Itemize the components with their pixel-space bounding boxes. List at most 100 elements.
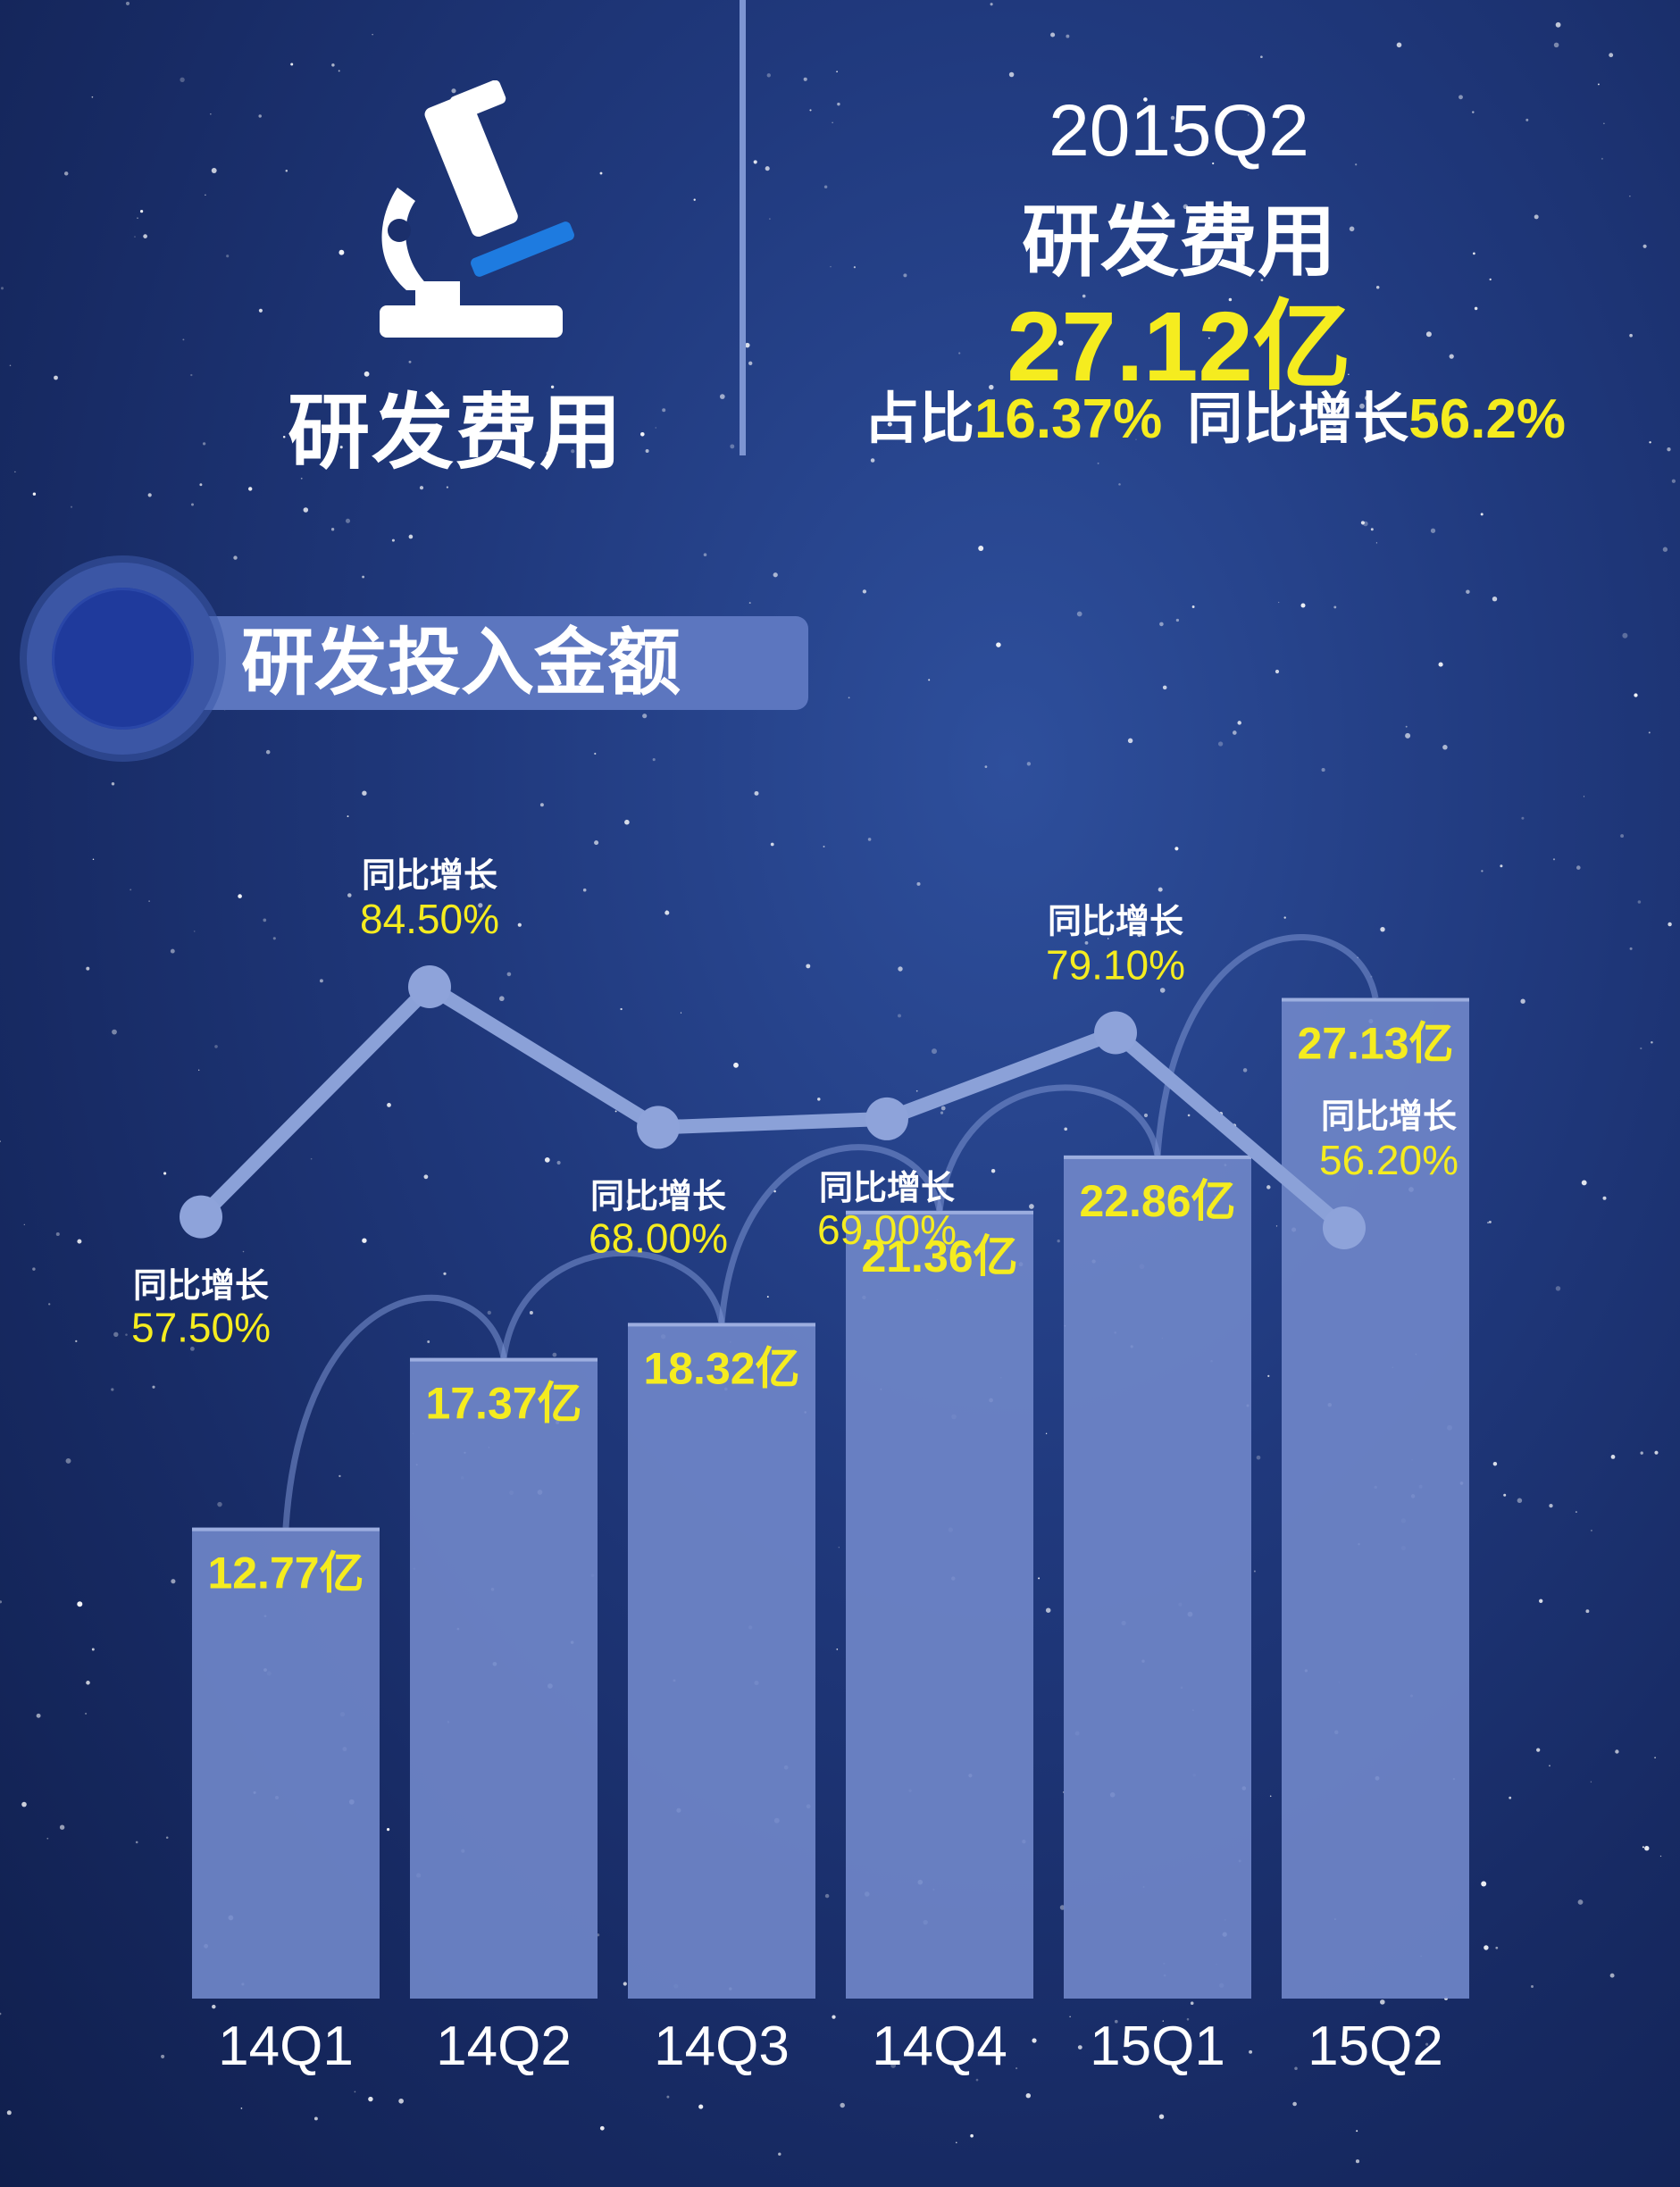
star <box>190 1347 195 1351</box>
star <box>1554 416 1560 422</box>
star <box>290 63 294 66</box>
star <box>823 185 828 188</box>
star <box>1509 1796 1512 1799</box>
star <box>1349 226 1355 232</box>
star <box>125 1 130 5</box>
star <box>1473 252 1475 255</box>
star <box>928 679 931 681</box>
star <box>152 1385 155 1389</box>
star <box>733 1062 739 1068</box>
x-tick-label: 14Q2 <box>436 2016 572 2077</box>
star <box>258 114 262 118</box>
star <box>0 287 4 290</box>
growth-caption: 同比增长 <box>1048 902 1183 941</box>
star <box>1355 2159 1360 2164</box>
growth-point <box>865 1097 908 1140</box>
star <box>354 2091 356 2093</box>
star <box>368 2096 373 2102</box>
star <box>1108 222 1112 225</box>
microscope-icon <box>380 80 574 338</box>
star <box>990 3 993 6</box>
star <box>1525 118 1529 121</box>
star <box>975 2078 979 2082</box>
star <box>817 1098 821 1101</box>
star <box>339 1474 341 1478</box>
star <box>754 790 759 796</box>
star <box>1356 2130 1358 2133</box>
star <box>54 375 58 380</box>
star <box>1615 1749 1619 1754</box>
star <box>1380 927 1385 932</box>
star <box>202 442 206 446</box>
star <box>1190 2001 1194 2005</box>
star <box>766 1296 769 1298</box>
star <box>1275 669 1280 674</box>
star <box>1549 1765 1550 1767</box>
star <box>171 1579 176 1584</box>
star <box>517 922 522 927</box>
growth-value-label: 84.50% <box>360 896 499 942</box>
star <box>191 503 194 506</box>
star <box>840 2102 845 2108</box>
star <box>0 1140 1 1142</box>
star <box>1581 1180 1587 1186</box>
star <box>63 171 69 176</box>
star <box>1430 528 1436 533</box>
growth-line <box>194 980 1351 1235</box>
connector-arc <box>1154 934 1379 1156</box>
star <box>594 840 599 846</box>
star <box>1162 2020 1164 2022</box>
star <box>978 546 984 551</box>
star <box>970 2133 974 2138</box>
star <box>582 888 587 892</box>
star <box>1520 998 1525 1004</box>
star <box>1174 847 1179 851</box>
star <box>766 73 771 78</box>
star <box>180 77 185 82</box>
star <box>423 1174 429 1180</box>
star <box>624 819 630 825</box>
star <box>984 765 988 768</box>
star <box>1057 340 1064 346</box>
star <box>748 361 753 365</box>
star <box>1097 462 1099 464</box>
star <box>147 493 152 497</box>
star <box>1671 479 1676 483</box>
growth-value-label: 56.20% <box>1319 1137 1459 1183</box>
star <box>1248 114 1250 116</box>
star <box>148 900 150 902</box>
bar-value-label: 21.36亿 <box>861 1231 1017 1281</box>
star <box>364 371 370 377</box>
star <box>1521 816 1525 820</box>
growth-caption: 同比增长 <box>819 1168 955 1207</box>
star <box>135 1841 138 1844</box>
star <box>1249 2049 1253 2054</box>
star <box>645 449 649 453</box>
star <box>773 572 778 578</box>
star <box>1026 762 1032 766</box>
star <box>745 342 750 348</box>
star <box>693 198 696 201</box>
star <box>1242 1068 1248 1073</box>
star <box>1084 940 1089 945</box>
star <box>748 602 751 605</box>
star <box>719 394 725 399</box>
star <box>1459 95 1463 100</box>
star <box>753 160 757 164</box>
star <box>92 858 95 861</box>
growth-point <box>1323 1206 1366 1249</box>
star <box>319 979 323 983</box>
star <box>1237 721 1241 725</box>
bar-value-label: 17.37亿 <box>425 1379 581 1429</box>
star <box>427 1340 430 1343</box>
star <box>1553 42 1559 48</box>
star <box>85 1712 88 1715</box>
star <box>1539 1599 1543 1603</box>
star <box>258 308 263 313</box>
star <box>1359 403 1365 409</box>
star <box>1659 1855 1662 1857</box>
bar-14q4 <box>846 1210 1033 1999</box>
star <box>1232 730 1237 735</box>
star <box>1158 887 1163 892</box>
star <box>419 486 424 490</box>
